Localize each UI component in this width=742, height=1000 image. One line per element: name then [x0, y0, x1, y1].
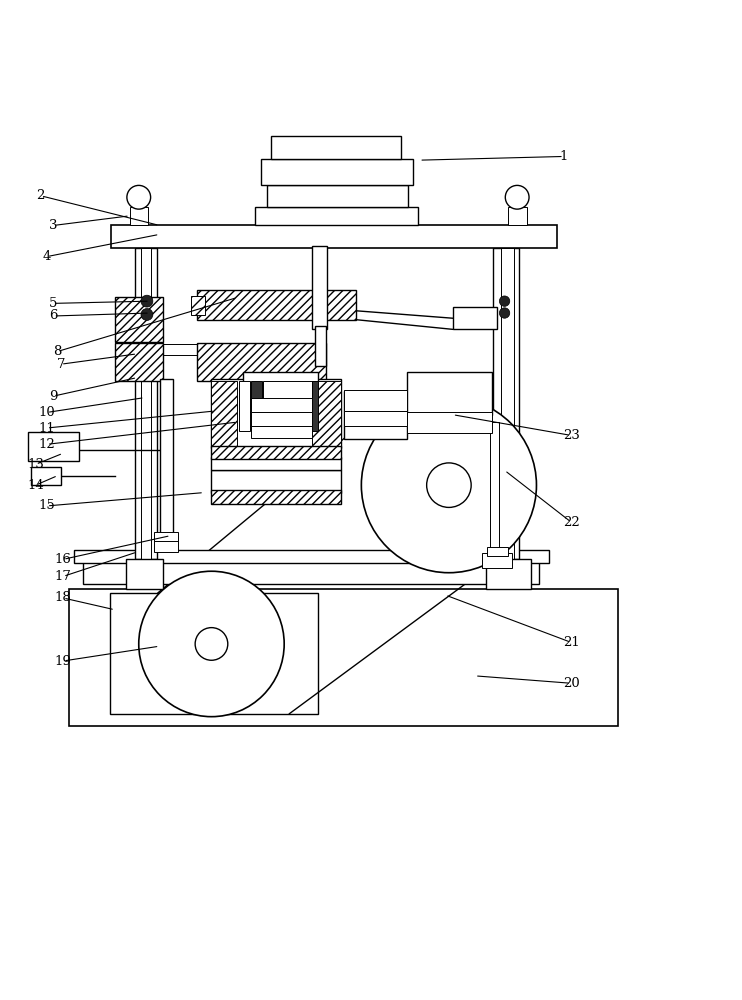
- Bar: [490, 422, 499, 559]
- Bar: [261, 159, 413, 185]
- Text: 5: 5: [49, 297, 58, 310]
- Bar: [493, 248, 519, 559]
- Bar: [211, 446, 341, 459]
- Circle shape: [127, 185, 151, 209]
- Bar: [501, 248, 514, 559]
- Text: 21: 21: [563, 636, 580, 649]
- Text: 6: 6: [49, 309, 58, 322]
- Circle shape: [141, 295, 153, 307]
- Bar: [211, 381, 237, 448]
- Text: 11: 11: [39, 422, 55, 435]
- Circle shape: [315, 296, 326, 306]
- Text: 15: 15: [39, 499, 55, 512]
- Bar: [271, 136, 401, 159]
- Text: 23: 23: [563, 429, 580, 442]
- Bar: [487, 547, 508, 556]
- Bar: [197, 290, 356, 320]
- Bar: [135, 248, 157, 559]
- Bar: [126, 559, 163, 589]
- Bar: [239, 381, 250, 431]
- Bar: [211, 490, 341, 504]
- Text: 8: 8: [53, 345, 62, 358]
- Bar: [191, 296, 205, 314]
- Text: 14: 14: [27, 479, 44, 492]
- Bar: [407, 412, 492, 433]
- Bar: [211, 470, 341, 493]
- Circle shape: [315, 308, 326, 318]
- Bar: [344, 391, 407, 439]
- Text: 1: 1: [559, 150, 568, 163]
- Bar: [312, 381, 318, 431]
- Text: 3: 3: [49, 219, 58, 232]
- Text: 20: 20: [563, 677, 580, 690]
- Circle shape: [427, 463, 471, 507]
- Bar: [486, 559, 531, 589]
- Bar: [197, 343, 326, 381]
- Bar: [508, 207, 527, 225]
- Text: 12: 12: [39, 438, 55, 451]
- Circle shape: [141, 309, 153, 320]
- Bar: [312, 246, 327, 329]
- Bar: [344, 411, 407, 426]
- Bar: [344, 390, 407, 411]
- Bar: [110, 593, 318, 714]
- Text: 19: 19: [55, 655, 71, 668]
- Bar: [69, 589, 618, 726]
- Text: 4: 4: [42, 250, 51, 263]
- Text: 2: 2: [36, 189, 45, 202]
- Bar: [111, 225, 556, 248]
- Text: 9: 9: [49, 390, 58, 403]
- Text: 17: 17: [55, 570, 71, 583]
- Bar: [160, 379, 173, 550]
- Circle shape: [499, 308, 510, 318]
- Bar: [115, 297, 163, 342]
- Bar: [211, 379, 341, 448]
- Text: 18: 18: [55, 591, 71, 604]
- Bar: [31, 467, 61, 485]
- Bar: [28, 432, 79, 461]
- Bar: [115, 343, 163, 381]
- Bar: [255, 207, 418, 225]
- Bar: [154, 532, 178, 541]
- Circle shape: [361, 398, 536, 573]
- Bar: [74, 550, 549, 563]
- Text: 7: 7: [56, 358, 65, 371]
- Circle shape: [505, 185, 529, 209]
- Bar: [243, 372, 318, 412]
- Bar: [312, 381, 341, 448]
- Text: 10: 10: [39, 406, 55, 419]
- Circle shape: [195, 628, 228, 660]
- Bar: [141, 248, 151, 559]
- Bar: [83, 562, 539, 584]
- Bar: [407, 372, 492, 415]
- Text: 22: 22: [563, 516, 580, 529]
- Bar: [263, 381, 312, 431]
- Circle shape: [499, 296, 510, 306]
- Bar: [251, 398, 312, 412]
- Bar: [251, 381, 262, 431]
- Bar: [315, 326, 326, 366]
- Bar: [130, 207, 148, 225]
- Bar: [211, 457, 341, 470]
- Bar: [267, 185, 408, 207]
- Bar: [251, 412, 312, 426]
- Circle shape: [139, 571, 284, 717]
- Bar: [453, 307, 497, 329]
- Text: 16: 16: [55, 553, 71, 566]
- Bar: [251, 426, 312, 438]
- Bar: [154, 537, 178, 552]
- Text: 13: 13: [27, 458, 44, 471]
- Bar: [482, 553, 512, 568]
